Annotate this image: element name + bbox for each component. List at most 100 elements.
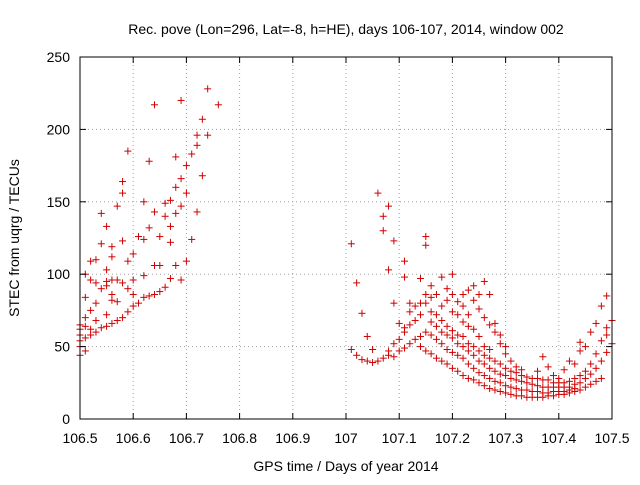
data-point [491,377,499,385]
data-point [385,202,393,210]
data-point [119,237,127,245]
data-point [103,222,111,230]
data-point [448,327,456,335]
data-point [97,209,105,217]
data-point [406,308,414,316]
data-point [177,175,185,183]
data-point [108,319,116,327]
data-point [156,233,164,241]
data-point [464,322,472,330]
data-point [193,141,201,149]
data-point [156,288,164,296]
data-point [544,363,552,371]
data-point [161,212,169,220]
data-point [507,383,515,391]
data-point [507,357,515,365]
data-point [491,367,499,375]
x-tick-label: 106.5 [62,430,97,446]
data-point [129,276,137,284]
data-point [411,317,419,325]
data-point [97,324,105,332]
data-point [416,332,424,340]
data-point [603,292,611,300]
x-tick-label: 107.3 [488,430,523,446]
data-point [401,257,409,265]
data-point [103,322,111,330]
data-point [534,382,542,390]
data-point [172,209,180,217]
data-point [390,299,398,307]
data-point [597,374,605,382]
data-point [145,224,153,232]
data-point [470,282,478,290]
data-point [438,317,446,325]
data-point [496,360,504,368]
data-point [379,212,387,220]
x-tick-label: 106.9 [275,430,310,446]
data-point [422,290,430,298]
data-point [587,380,595,388]
y-tick-label: 50 [54,339,70,355]
data-point [135,233,143,241]
data-point [379,354,387,362]
data-point [353,279,361,287]
data-point [358,356,366,364]
data-point [491,357,499,365]
data-point [549,372,557,380]
data-point [507,367,515,375]
data-point [427,282,435,290]
data-point [480,360,488,368]
data-point [464,311,472,319]
data-point [427,350,435,358]
data-point [480,343,488,351]
data-point [597,357,605,365]
data-point [475,347,483,355]
data-point [448,334,456,342]
x-tick-label: 107.5 [594,430,629,446]
data-point [166,222,174,230]
data-point [379,227,387,235]
data-point [470,325,478,333]
data-point [422,347,430,355]
data-point [129,290,137,298]
data-point [597,302,605,310]
data-point [363,357,371,365]
data-point [459,302,467,310]
data-point [464,374,472,382]
y-tick-label: 0 [62,411,70,427]
data-point [480,314,488,322]
x-tick-label: 107.2 [435,430,470,446]
chart-title: Rec. pove (Lon=296, Lat=-8, h=HE), days … [128,21,564,37]
data-point [603,324,611,332]
data-point [166,196,174,204]
data-point [486,354,494,362]
data-point [432,290,440,298]
data-point [182,162,190,170]
data-point [432,335,440,343]
data-point [443,360,451,368]
data-point [172,262,180,270]
data-point [459,290,467,298]
data-point [390,353,398,361]
data-point [214,101,222,109]
data-point [198,115,206,123]
x-tick-label: 107.1 [382,430,417,446]
data-point [464,347,472,355]
data-point [119,189,127,197]
data-point [427,308,435,316]
data-point [523,386,531,394]
data-point [182,257,190,265]
data-point [422,241,430,249]
data-point [422,328,430,336]
data-point [443,345,451,353]
data-point [502,350,510,358]
data-point [491,319,499,327]
data-point [172,183,180,191]
data-point [475,357,483,365]
data-point [464,286,472,294]
data-point [454,311,462,319]
data-point [470,364,478,372]
data-point [576,347,584,355]
data-point [438,302,446,310]
